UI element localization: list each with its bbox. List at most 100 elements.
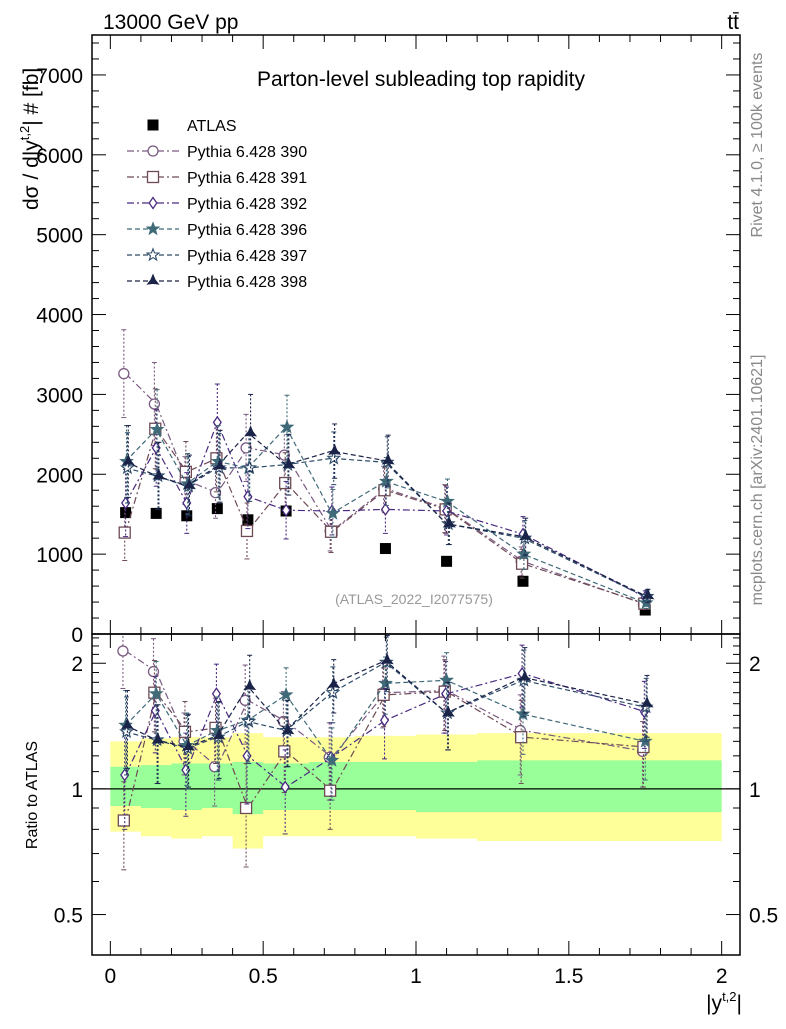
main-data-point-s396 bbox=[279, 419, 295, 434]
main-data-point-s396 bbox=[440, 493, 455, 508]
ratio-y-tick-label: 1 bbox=[71, 779, 83, 802]
x-tick-label: 0.5 bbox=[249, 965, 278, 988]
main-y-axis-label-tail: | # [fb] bbox=[20, 68, 43, 126]
ratio-data-point-s392 bbox=[242, 749, 252, 763]
main-series-line-s398 bbox=[125, 431, 646, 597]
ratio-data-point-s396 bbox=[148, 686, 164, 701]
main-data-point-s392 bbox=[243, 489, 253, 504]
ratio-data-point-s397 bbox=[325, 684, 341, 699]
main-series-s391 bbox=[118, 388, 651, 610]
analysis-watermark: (ATLAS_2022_I2077575) bbox=[335, 591, 493, 607]
legend-entry-s391: Pythia 6.428 391 bbox=[127, 170, 307, 187]
main-plot-area bbox=[118, 329, 655, 616]
main-y-tick-label: 3000 bbox=[36, 384, 83, 407]
ratio-data-point-s392 bbox=[379, 713, 390, 727]
main-y-axis-label: dσ / d|yt,2| # [fb] bbox=[17, 68, 43, 210]
main-y-axis-label-sup: t,2 bbox=[17, 126, 32, 140]
main-data-point-s391 bbox=[279, 476, 292, 490]
x-tick-label: 0 bbox=[104, 965, 116, 988]
x-axis-label-tail: | bbox=[737, 992, 742, 1015]
main-data-point-s398 bbox=[152, 468, 166, 480]
main-data-point-s398 bbox=[282, 457, 296, 469]
main-data-point-s398 bbox=[328, 443, 342, 455]
x-tick-label: 2 bbox=[716, 965, 728, 988]
legend-label-s397: Pythia 6.428 397 bbox=[187, 248, 307, 265]
main-data-point-s398 bbox=[381, 453, 395, 465]
main-data-point-s392 bbox=[212, 415, 222, 429]
main-data-point-s398 bbox=[641, 588, 655, 600]
ratio-series-s398 bbox=[120, 635, 654, 788]
ratio-data-point-s398 bbox=[182, 739, 196, 751]
legend-label-s392: Pythia 6.428 392 bbox=[187, 196, 307, 213]
process-label: tt̄ bbox=[727, 11, 739, 34]
main-data-point-s392 bbox=[380, 502, 391, 517]
main-y-tick-label: 2000 bbox=[36, 464, 83, 487]
ratio-data-point-s391 bbox=[323, 784, 337, 797]
ratio-data-point-s398 bbox=[518, 669, 532, 682]
main-data-point-s390 bbox=[148, 398, 161, 410]
ratio-data-point-s396 bbox=[637, 733, 653, 748]
legend-marker-s398 bbox=[146, 273, 160, 285]
ratio-data-point-s390 bbox=[117, 645, 129, 657]
ratio-data-point-s398 bbox=[441, 705, 455, 717]
ratio-data-point-s396 bbox=[278, 687, 294, 702]
legend: ATLAS Pythia 6.428 390 Pythia 6.428 391 Pyt… bbox=[127, 118, 307, 291]
main-data-point-s391 bbox=[324, 525, 338, 538]
ratio-data-point-s391 bbox=[178, 725, 192, 738]
x-axis-label-main: |y bbox=[706, 992, 722, 1015]
main-data-point-ATLAS bbox=[242, 514, 254, 526]
main-data-point-s392 bbox=[281, 503, 291, 517]
ratio-axes: 0.5 0.5 1 1 2 2 0 0.5 1 1.5 2 bbox=[54, 633, 778, 988]
mcplots-label: mcplots.cern.ch [arXiv:2401.10621] bbox=[749, 355, 766, 606]
x-tick-label: 1 bbox=[410, 965, 422, 988]
main-data-point-s397 bbox=[120, 460, 135, 475]
main-data-point-s391 bbox=[240, 524, 254, 538]
main-data-point-ATLAS bbox=[211, 503, 223, 515]
main-data-point-s398 bbox=[519, 529, 533, 541]
ratio-band-inner bbox=[110, 760, 722, 815]
ratio-y-tick-label-right: 2 bbox=[749, 653, 761, 676]
main-data-point-ATLAS bbox=[379, 543, 391, 555]
main-series-s398 bbox=[121, 393, 655, 603]
legend-marker-s391 bbox=[146, 170, 160, 184]
legend-entry-s398: Pythia 6.428 398 bbox=[127, 273, 307, 291]
legend-entry-s396: Pythia 6.428 396 bbox=[127, 221, 307, 239]
main-data-point-s398 bbox=[442, 516, 456, 528]
rivet-version-label: Rivet 4.1.0, ≥ 100k events bbox=[749, 53, 766, 238]
main-data-point-s390 bbox=[118, 367, 130, 380]
ratio-data-point-s398 bbox=[380, 653, 394, 665]
energy-label: 13000 GeV pp bbox=[103, 11, 238, 34]
main-data-point-s391 bbox=[515, 557, 529, 570]
main-data-point-ATLAS bbox=[120, 507, 132, 519]
ratio-data-point-s398 bbox=[243, 678, 257, 691]
main-data-point-ATLAS bbox=[517, 575, 529, 587]
ratio-data-point-s398 bbox=[120, 717, 134, 730]
chart-title: Parton-level subleading top rapidity bbox=[257, 68, 586, 91]
main-y-axis-label-main: dσ / d|y bbox=[20, 140, 43, 210]
legend-label-s391: Pythia 6.428 391 bbox=[187, 170, 307, 187]
ratio-plot-area bbox=[92, 634, 740, 871]
legend-entry-s390: Pythia 6.428 390 bbox=[127, 144, 307, 161]
main-data-point-s397 bbox=[242, 460, 258, 475]
x-tick-label: 1.5 bbox=[554, 965, 583, 988]
ratio-y-axis-label: Ratio to ATLAS bbox=[24, 741, 41, 849]
main-data-point-ATLAS bbox=[441, 555, 453, 567]
main-data-point-s391 bbox=[118, 526, 131, 539]
ratio-y-tick-label-right: 0.5 bbox=[749, 905, 778, 928]
legend-label-s390: Pythia 6.428 390 bbox=[187, 144, 307, 161]
ratio-data-point-s396 bbox=[439, 672, 454, 687]
ratio-y-tick-label-right: 1 bbox=[749, 779, 761, 802]
legend-marker-s396 bbox=[145, 221, 161, 236]
main-data-point-s396 bbox=[149, 421, 165, 436]
legend-label-s398: Pythia 6.428 398 bbox=[187, 274, 307, 291]
ratio-data-point-s391 bbox=[278, 745, 291, 758]
main-data-point-s396 bbox=[516, 546, 532, 561]
ratio-data-point-s398 bbox=[212, 728, 226, 740]
ratio-y-tick-label: 2 bbox=[71, 653, 83, 676]
ratio-data-point-s398 bbox=[151, 732, 165, 744]
main-data-point-s396 bbox=[378, 473, 394, 488]
main-data-point-s398 bbox=[121, 453, 135, 466]
main-series-s392 bbox=[121, 383, 650, 605]
